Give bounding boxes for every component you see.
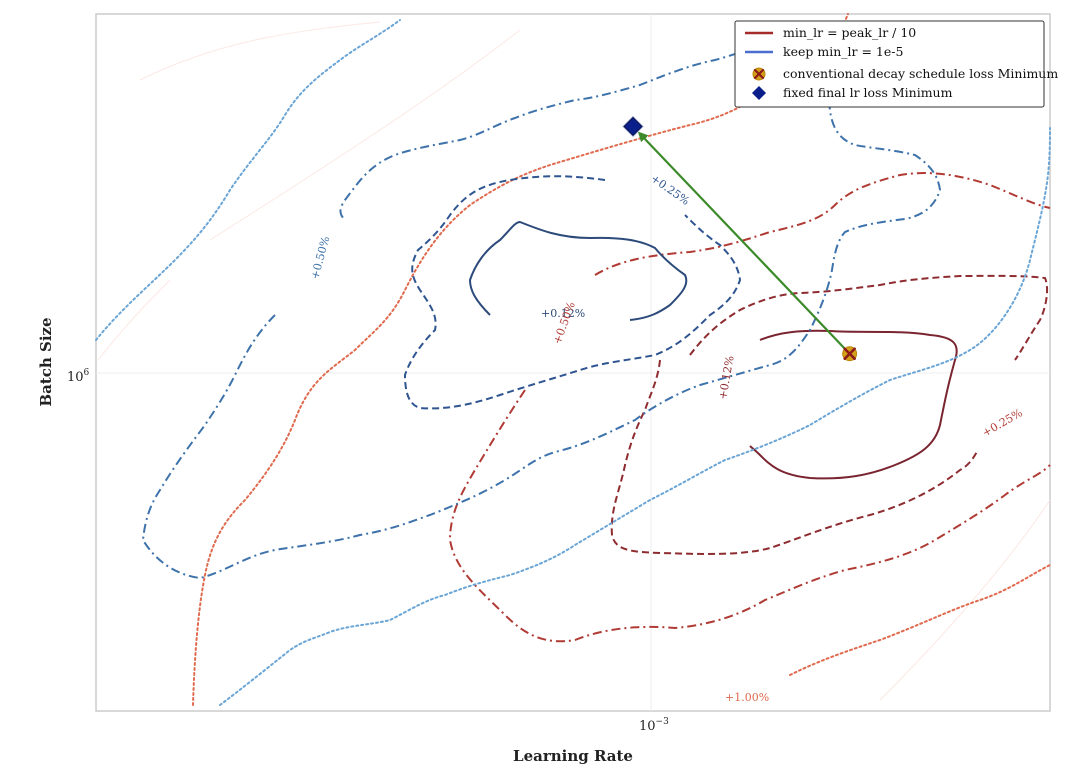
red-contour-1.00	[789, 564, 1051, 676]
legend-label: min_lr = peak_lr / 10	[783, 25, 916, 40]
blue-label-0.12: +0.12%	[541, 307, 585, 320]
faint-contour	[97, 279, 171, 361]
legend-label: keep min_lr = 1e-5	[783, 44, 903, 59]
plot-area	[95, 13, 1051, 712]
x-tick-label: 10−3	[639, 717, 669, 734]
minima-arrow	[637, 131, 845, 349]
contour-labels: +0.12% +0.25% +0.50% +0.12% +0.25% +0.50…	[308, 172, 1024, 704]
legend-label: conventional decay schedule loss Minimum	[783, 66, 1058, 81]
red-contour-0.25	[689, 274, 1049, 361]
fixed-minimum-marker	[622, 115, 645, 138]
blue-contour-1.00	[219, 127, 1051, 706]
legend-label: fixed final lr loss Minimum	[783, 85, 953, 100]
y-tick-label: 106	[67, 368, 90, 385]
red-contour-0.25	[610, 359, 979, 555]
red-contour-0.50	[448, 389, 1051, 643]
legend-swatch-x-marker	[752, 67, 766, 81]
legend-swatch-diamond-marker	[752, 86, 766, 100]
legend-box	[734, 20, 1045, 108]
red-contour-0.12	[749, 329, 958, 480]
faint-contour	[879, 499, 1051, 701]
y-axis-title: Batch Size	[37, 317, 55, 406]
blue-contour-1.00	[95, 19, 401, 341]
blue-contour-0.25	[403, 175, 742, 410]
faint-contour	[139, 21, 381, 81]
x-axis-title: Learning Rate	[513, 747, 633, 765]
blue-contour-0.12	[468, 220, 688, 321]
red-label-1.00: +1.00%	[725, 691, 769, 704]
blue-contour-0.50	[141, 43, 942, 580]
conventional-minimum-marker	[842, 346, 858, 362]
faint-contour	[209, 29, 521, 241]
legend: min_lr = peak_lr / 10 keep min_lr = 1e-5…	[734, 20, 1058, 108]
red-contour-0.50	[594, 172, 1051, 276]
